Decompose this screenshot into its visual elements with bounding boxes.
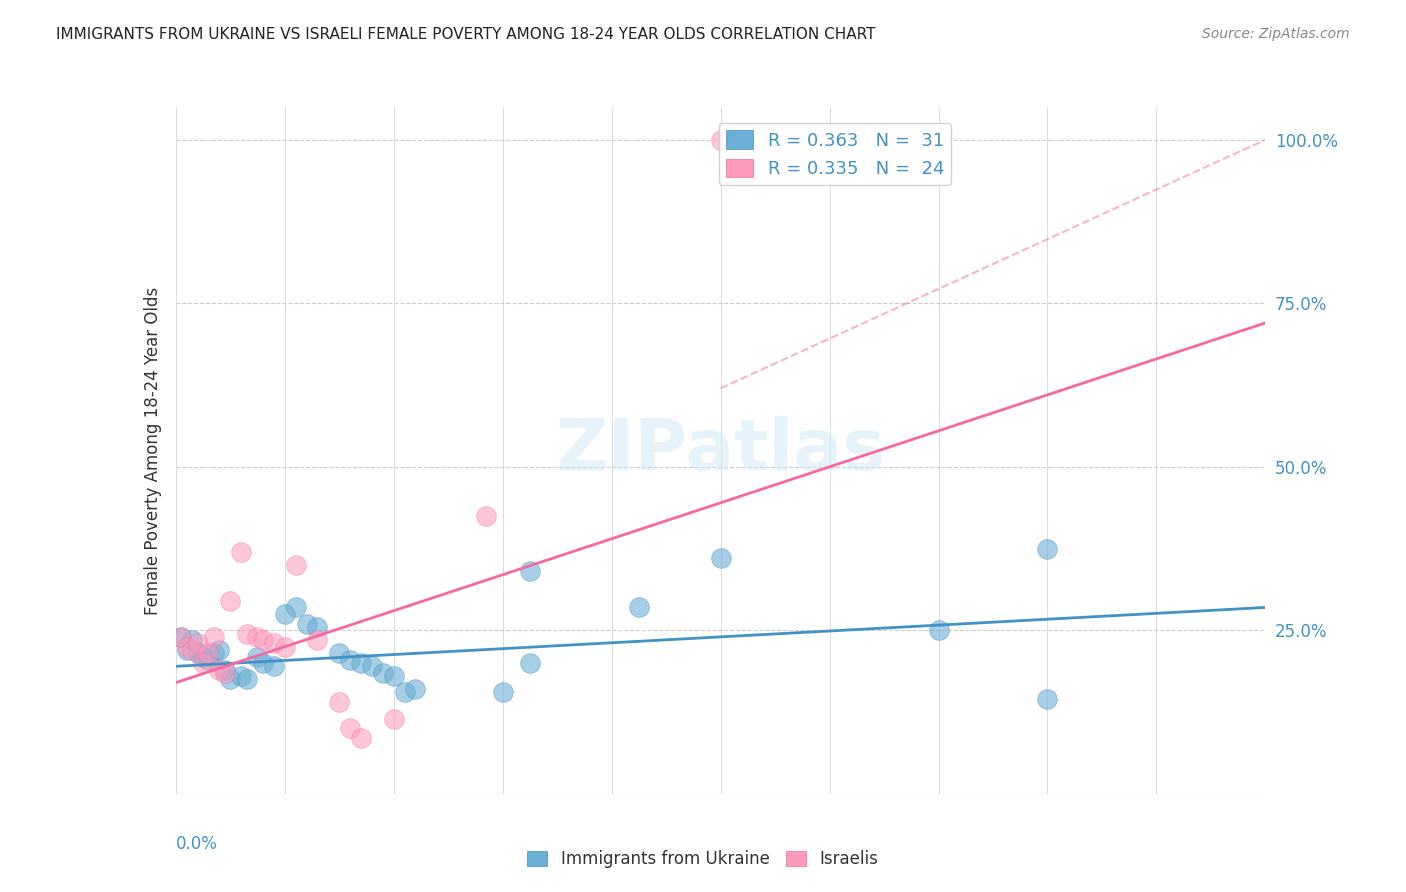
Point — [328, 646, 350, 660]
Point — [382, 669, 405, 683]
Point — [202, 646, 225, 660]
Text: 0.0%: 0.0% — [176, 835, 218, 853]
Point — [235, 626, 257, 640]
Point — [208, 643, 231, 657]
Point — [208, 663, 231, 677]
Legend: Immigrants from Ukraine, Israelis: Immigrants from Ukraine, Israelis — [520, 844, 886, 875]
Point — [170, 630, 193, 644]
Point — [350, 731, 373, 746]
Point — [191, 656, 214, 670]
Point — [176, 643, 198, 657]
Point — [197, 653, 219, 667]
Point — [492, 685, 515, 699]
Point — [328, 695, 350, 709]
Legend: R = 0.363   N =  31, R = 0.335   N =  24: R = 0.363 N = 31, R = 0.335 N = 24 — [718, 123, 952, 186]
Point — [360, 659, 382, 673]
Point — [274, 640, 297, 654]
Point — [284, 558, 307, 572]
Point — [405, 682, 427, 697]
Point — [519, 656, 541, 670]
Point — [231, 669, 253, 683]
Point — [252, 656, 274, 670]
Point — [339, 722, 361, 736]
Point — [202, 630, 225, 644]
Point — [284, 600, 307, 615]
Point — [350, 656, 373, 670]
Point — [371, 665, 394, 680]
Point — [263, 636, 285, 650]
Point — [307, 633, 329, 648]
Point — [186, 646, 209, 660]
Point — [252, 633, 274, 648]
Point — [928, 624, 950, 638]
Point — [339, 653, 361, 667]
Point — [627, 600, 650, 615]
Point — [274, 607, 297, 621]
Point — [191, 649, 214, 664]
Point — [295, 616, 318, 631]
Point — [246, 649, 269, 664]
Point — [214, 663, 236, 677]
Point — [176, 640, 198, 654]
Point — [394, 685, 416, 699]
Point — [246, 630, 269, 644]
Point — [231, 545, 253, 559]
Y-axis label: Female Poverty Among 18-24 Year Olds: Female Poverty Among 18-24 Year Olds — [143, 286, 162, 615]
Point — [710, 551, 733, 566]
Point — [382, 712, 405, 726]
Text: Source: ZipAtlas.com: Source: ZipAtlas.com — [1202, 27, 1350, 41]
Point — [519, 565, 541, 579]
Point — [475, 508, 498, 523]
Point — [263, 659, 285, 673]
Point — [181, 633, 204, 648]
Point — [235, 673, 257, 687]
Point — [197, 646, 219, 660]
Point — [1036, 541, 1059, 556]
Point — [181, 643, 204, 657]
Point — [307, 620, 329, 634]
Text: IMMIGRANTS FROM UKRAINE VS ISRAELI FEMALE POVERTY AMONG 18-24 YEAR OLDS CORRELAT: IMMIGRANTS FROM UKRAINE VS ISRAELI FEMAL… — [56, 27, 876, 42]
Point — [186, 636, 209, 650]
Point — [710, 133, 733, 147]
Point — [219, 673, 242, 687]
Point — [170, 630, 193, 644]
Point — [214, 665, 236, 680]
Point — [1036, 692, 1059, 706]
Text: ZIPatlas: ZIPatlas — [555, 416, 886, 485]
Point — [219, 594, 242, 608]
